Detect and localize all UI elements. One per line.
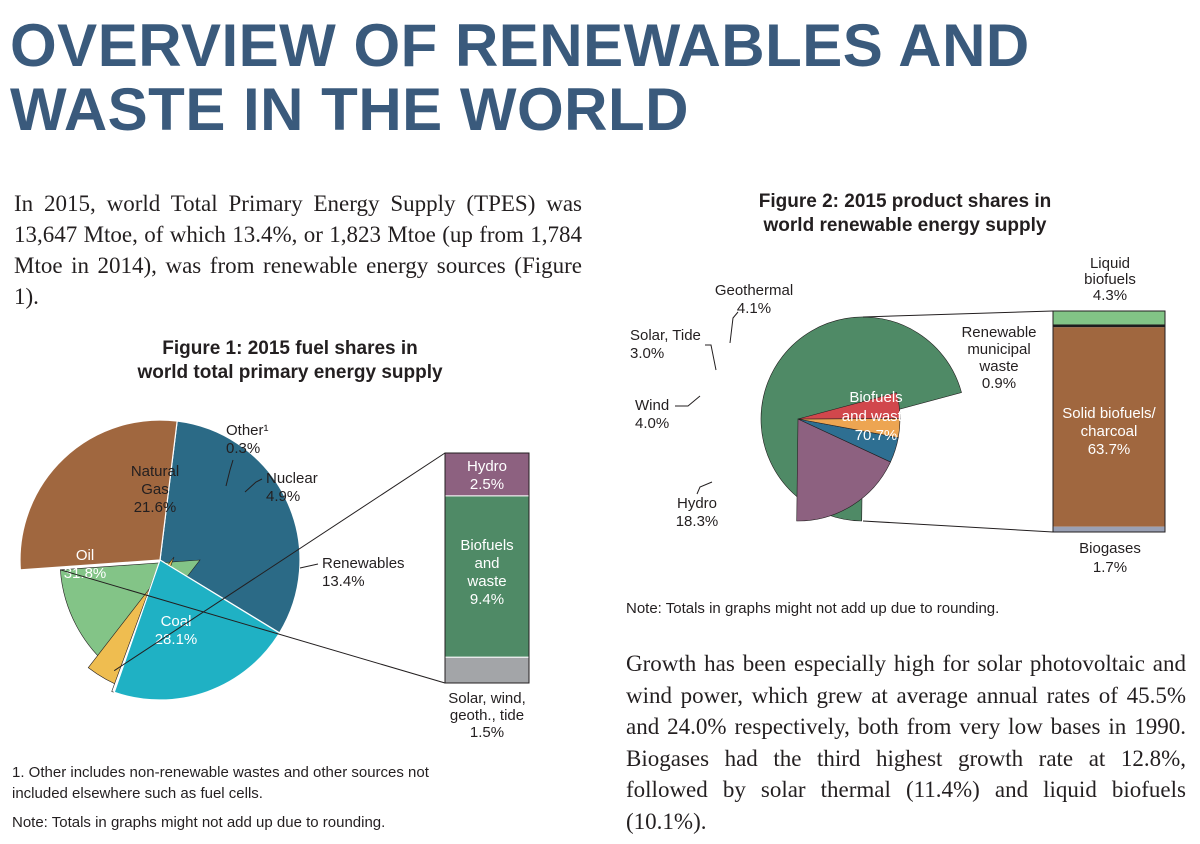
figure1-bar-label-solar-wind: Solar, wind, geoth., tide 1.5% xyxy=(448,690,526,741)
figure1-label-oil: Oil 31.8% xyxy=(64,547,107,582)
figure2-bar-liquid_biofuels xyxy=(1053,311,1165,325)
figure1-title-line-2: world total primary energy supply xyxy=(137,362,443,383)
figure1-leader-renewables xyxy=(299,563,319,569)
figure2-label-biofuels: Biofuels and waste 70.7% xyxy=(842,389,910,444)
figure2-title-line-2: world renewable energy supply xyxy=(763,215,1047,236)
figure1-footnote: 1. Other includes non-renewable wastes a… xyxy=(12,762,572,804)
figure1-title: Figure 1: 2015 fuel shares in world tota… xyxy=(90,337,490,385)
figure1-slice-oil xyxy=(159,420,301,634)
figure1-title-line-1: Figure 1: 2015 fuel shares in xyxy=(162,338,418,359)
figure1-bar-biofuels_waste xyxy=(444,495,530,658)
figure1-connector-top xyxy=(113,452,446,672)
figure1-slice-coal xyxy=(19,419,178,571)
figure2-connector-bottom xyxy=(862,520,1054,533)
figure2-leader-hydro xyxy=(696,481,713,495)
intro-paragraph: In 2015, world Total Primary Energy Supp… xyxy=(14,191,582,309)
figure2-slice-hydro xyxy=(796,418,891,522)
figure2-title: Figure 2: 2015 product shares in world r… xyxy=(705,190,1105,238)
figure2-bar-label-municipal: Renewable municipal waste 0.9% xyxy=(961,324,1036,392)
figure2-leader-solar-tide xyxy=(705,344,717,371)
growth-paragraph: Growth has been especially high for sola… xyxy=(626,651,1186,834)
figure2-bar-biogases xyxy=(1053,526,1165,532)
page-title-line-1: OVERVIEW OF RENEWABLES AND xyxy=(10,12,1030,79)
figure1-bar-label-hydro: Hydro 2.5% xyxy=(467,458,507,493)
figure2-title-line-1: Figure 2: 2015 product shares in xyxy=(758,191,1052,212)
page-title: OVERVIEW OF RENEWABLES AND WASTE IN THE … xyxy=(10,14,1110,142)
figure1-label-other: Other¹ 0.3% xyxy=(226,422,269,457)
figure2-bar-label-biogases: Biogases 1.7% xyxy=(1079,540,1141,576)
figure1-label-coal: Coal 28.1% xyxy=(155,613,198,648)
figure1-label-natural-gas: Natural Gas 21.6% xyxy=(131,463,179,516)
figure1-bar-solar_wind xyxy=(444,656,530,684)
figure2-label-solar-tide: Solar, Tide 3.0% xyxy=(630,327,701,362)
figure2-bar-municipal_waste xyxy=(1053,324,1165,328)
figure1-note: Note: Totals in graphs might not add up … xyxy=(12,814,386,831)
figure2-note: Note: Totals in graphs might not add up … xyxy=(626,600,1000,617)
figure1-label-nuclear: Nuclear 4.9% xyxy=(266,470,318,505)
figure2-leader-wind xyxy=(675,395,701,407)
figure1-bar-hydro xyxy=(444,452,530,497)
figure2-label-hydro: Hydro 18.3% xyxy=(676,495,719,530)
figure2-leader-geothermal xyxy=(729,311,739,344)
figure1-label-renewables: Renewables 13.4% xyxy=(322,555,405,590)
figure1-bar-label-biofuels: Biofuels and waste 9.4% xyxy=(460,537,513,608)
figure1-slice-natural_gas xyxy=(113,559,281,701)
figure1-bar-outline xyxy=(444,452,530,684)
figure1-footnote-line-2: included elsewhere such as fuel cells. xyxy=(12,785,263,802)
figure1-leader-other xyxy=(225,459,234,487)
figure2-bar-outline xyxy=(1052,310,1166,533)
figure1-connector-bottom xyxy=(60,569,446,684)
page-title-line-2: WASTE IN THE WORLD xyxy=(10,76,689,143)
figure2-bar-solid_biofuels xyxy=(1053,327,1165,527)
figure2-slice-geothermal xyxy=(797,392,901,420)
figure1-footnote-line-1: 1. Other includes non-renewable wastes a… xyxy=(12,764,429,781)
figure2-label-geothermal: Geothermal 4.1% xyxy=(715,282,793,317)
figure2-bar-label-solid: Solid biofuels/charcoal 63.7% xyxy=(1062,405,1156,458)
figure2-connector-top xyxy=(862,310,1054,318)
figure2-label-wind: Wind 4.0% xyxy=(635,397,669,432)
figure1-leader-nuclear xyxy=(244,478,263,493)
figure2-bar-label-liquid: Liquid biofuels 4.3% xyxy=(1084,255,1136,304)
